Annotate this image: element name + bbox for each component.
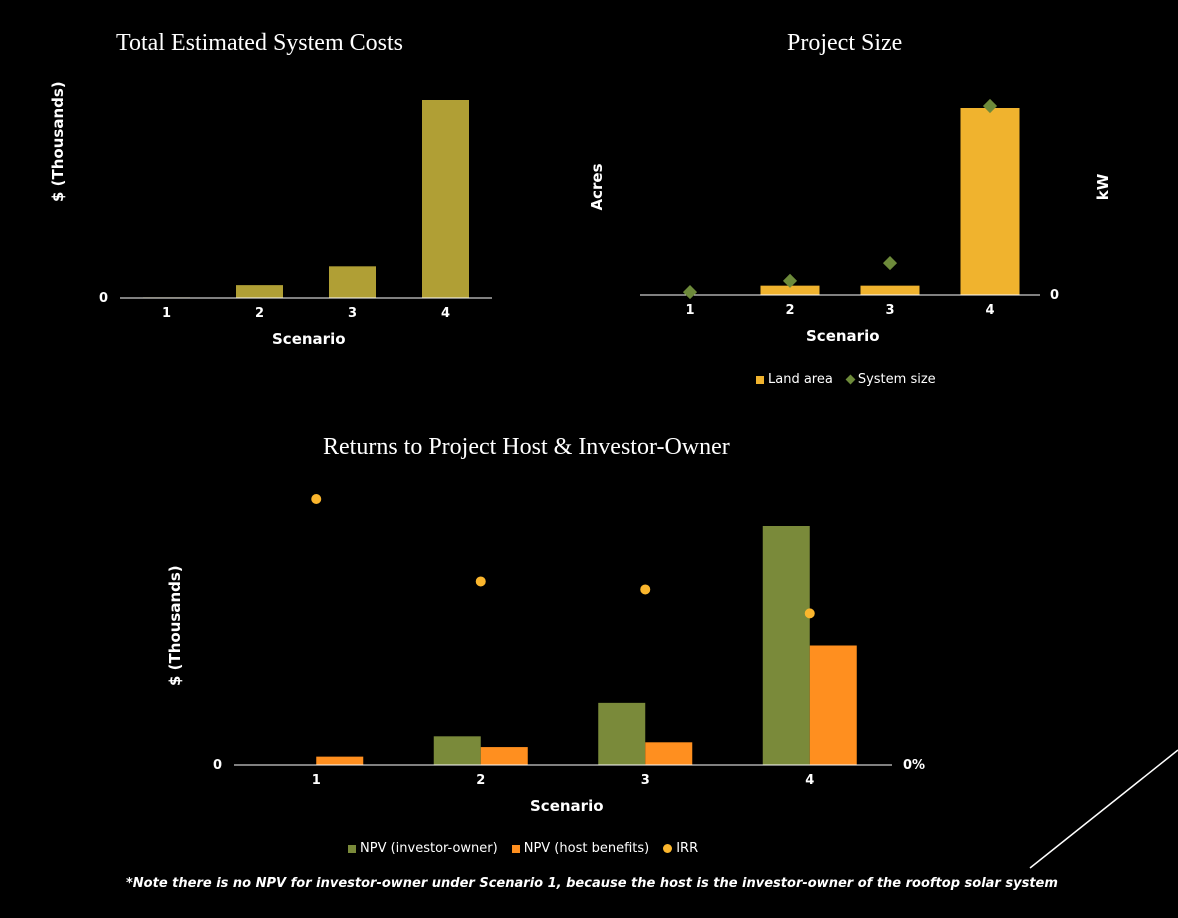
chart2-xtick-2: 2 [785,303,794,318]
chart1-xtick-2: 2 [255,306,264,321]
chart3-point-irr-3 [640,584,651,595]
chart1-xtick-4: 4 [441,306,450,321]
chart2-xtick-4: 4 [985,303,994,318]
chart3-bar-host-3 [645,742,693,765]
chart2-point-system-1 [682,284,698,300]
chart2-title: Project Size [787,30,903,56]
chart3-point-irr-4 [804,608,815,619]
chart2-bar-land-3 [860,285,920,295]
footnote: *Note there is no NPV for investor-owner… [126,876,1058,891]
chart3-y2tick-0: 0% [903,758,925,773]
chart2-xtick-3: 3 [885,303,894,318]
chart3-bar-host-4 [809,645,857,765]
chart2-bar-land-4 [960,108,1020,295]
chart2-y2tick-0: 0 [1050,288,1059,303]
chart1-bar-2 [236,285,283,298]
chart1-xtick-1: 1 [162,306,171,321]
chart3-xtick-4: 4 [805,773,814,788]
chart1-xlabel: Scenario [272,330,346,348]
legend-system-size: System size [845,372,936,387]
chart3-bar-host-2 [480,747,528,765]
legend-npv-investor: NPV (investor-owner) [348,841,498,856]
legend-land-area: Land area [756,372,833,387]
chart3-title: Returns to Project Host & Investor-Owner [323,434,730,460]
chart2-xtick-1: 1 [685,303,694,318]
chart3-ytick-0: 0 [213,758,222,773]
chart1-xtick-3: 3 [348,306,357,321]
chart3-legend: NPV (investor-owner) NPV (host benefits)… [348,841,698,856]
chart3-xtick-1: 1 [312,773,321,788]
legend-irr: IRR [663,841,698,856]
chart2-point-system-3 [882,256,898,271]
chart3-bar-host-1 [316,756,364,765]
legend-npv-host: NPV (host benefits) [511,841,649,856]
chart1-bar-3 [329,266,376,298]
chart2-bar-land-2 [760,285,820,295]
chart1-title: Total Estimated System Costs [116,30,403,56]
chart2-point-system-2 [782,273,798,288]
chart1-ytick-0: 0 [99,291,108,306]
chart3-point-irr-2 [475,576,486,587]
chart3-bar-investor-2 [433,736,481,765]
chart2-point-system-4 [982,98,998,114]
chart2-legend: Land area System size [756,372,936,387]
chart3-point-irr-1 [311,494,322,504]
chart3-bar-investor-3 [598,702,646,765]
chart3-xlabel: Scenario [530,797,604,815]
chart1-bar-4 [422,100,469,298]
chart3-xtick-3: 3 [641,773,650,788]
chart3-xtick-2: 2 [476,773,485,788]
chart2-xlabel: Scenario [806,327,880,345]
chart3-bar-investor-4 [762,526,810,765]
